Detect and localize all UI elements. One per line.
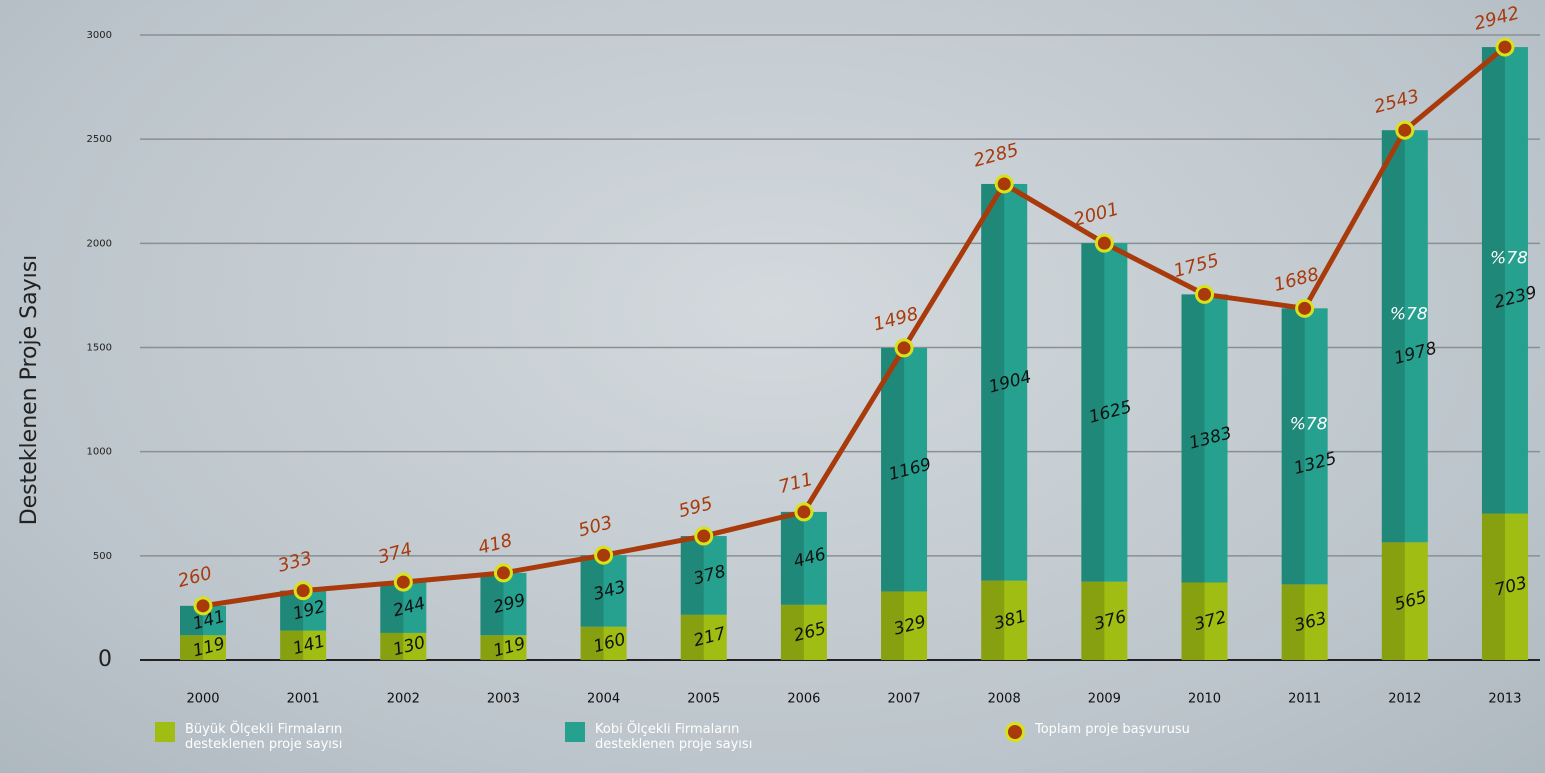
- line-marker: [1497, 39, 1513, 55]
- line-marker: [1397, 122, 1413, 138]
- legend-label: Kobi Ölçekli Firmaların desteklenen proj…: [595, 722, 775, 752]
- annotation: %78: [1390, 304, 1428, 324]
- legend-swatch: [565, 722, 585, 742]
- total-label: 2285: [971, 139, 1021, 171]
- x-tick-label: 2005: [687, 692, 720, 707]
- y-tick-label: 2000: [87, 238, 112, 249]
- line-marker: [1096, 235, 1112, 251]
- legend-swatch: [155, 722, 175, 742]
- x-tick-label: 2001: [287, 692, 320, 707]
- x-tick-label: 2008: [988, 692, 1021, 707]
- total-label: 374: [376, 539, 415, 568]
- legend-item: Büyük Ölçekli Firmaların desteklenen pro…: [155, 722, 365, 752]
- line-marker: [1297, 300, 1313, 316]
- x-tick-label: 2007: [888, 692, 921, 707]
- total-label: 711: [776, 469, 815, 498]
- y-tick-label: 1000: [87, 447, 112, 458]
- legend-label: Büyük Ölçekli Firmaların desteklenen pro…: [185, 722, 365, 752]
- line-marker: [796, 504, 812, 520]
- line-marker: [395, 574, 411, 590]
- line-marker: [996, 176, 1012, 192]
- legend-label: Toplam proje başvurusu: [1035, 722, 1190, 737]
- y-tick-label: 0: [98, 647, 112, 672]
- annotation: %78: [1290, 414, 1328, 434]
- bar-shade: [1282, 308, 1305, 584]
- y-tick-label: 3000: [87, 30, 112, 41]
- line-marker: [896, 340, 912, 356]
- page: Desteklenen Proje Sayısı 0 500 1000 1500 200…: [0, 0, 1545, 773]
- y-tick-label: 500: [93, 551, 112, 562]
- total-label: 1755: [1172, 250, 1222, 282]
- total-label: 2942: [1472, 3, 1522, 35]
- x-tick-label: 2006: [787, 692, 820, 707]
- y-axis-label: Desteklenen Proje Sayısı: [17, 255, 42, 526]
- legend-item: Kobi Ölçekli Firmaların desteklenen proj…: [565, 722, 775, 752]
- total-label: 333: [276, 548, 315, 577]
- annotation: %78: [1490, 248, 1528, 268]
- y-tick-label: 2500: [87, 134, 112, 145]
- line-marker: [495, 565, 511, 581]
- x-tick-label: 2009: [1088, 692, 1121, 707]
- x-tick-label: 2011: [1288, 692, 1321, 707]
- line-marker: [295, 583, 311, 599]
- x-tick-label: 2000: [186, 692, 219, 707]
- total-label: 503: [576, 512, 615, 541]
- bar-shade: [1382, 130, 1405, 542]
- total-label: 260: [176, 563, 215, 592]
- legend-swatch: [1005, 722, 1025, 742]
- x-tick-label: 2004: [587, 692, 620, 707]
- total-label: 595: [676, 493, 715, 522]
- legend-item: Toplam proje başvurusu: [1005, 722, 1265, 742]
- x-tick-label: 2002: [387, 692, 420, 707]
- x-tick-label: 2012: [1388, 692, 1421, 707]
- chart: Desteklenen Proje Sayısı 0 500 1000 1500 200…: [0, 0, 1545, 773]
- x-tick-label: 2013: [1488, 692, 1521, 707]
- line-marker: [1197, 286, 1213, 302]
- y-tick-label: 1500: [87, 343, 112, 354]
- line-marker: [195, 598, 211, 614]
- line-marker: [696, 528, 712, 544]
- total-label: 2543: [1372, 86, 1422, 118]
- total-label: 418: [476, 530, 515, 559]
- x-tick-label: 2010: [1188, 692, 1221, 707]
- total-label: 2001: [1071, 199, 1121, 231]
- x-tick-label: 2003: [487, 692, 520, 707]
- bar-shade: [1482, 47, 1505, 513]
- line-marker: [596, 547, 612, 563]
